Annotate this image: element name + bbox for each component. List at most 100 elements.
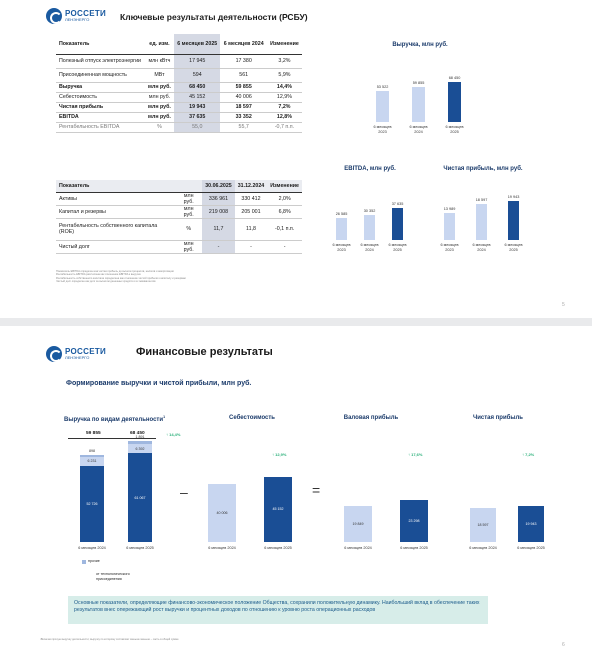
chart-bar-revenue <box>376 90 389 122</box>
x-axis-label: 6 месяцев 2025 <box>517 546 545 550</box>
bar-value-label: 19 943 <box>507 195 520 200</box>
segment-value-label: 898 <box>89 449 95 454</box>
col-header: Показатель <box>59 182 90 189</box>
table-row: Рентабельность EBITDA% 55,0 55,7 -0,7 п.п. <box>56 122 302 132</box>
group-title-net: Чистая прибыль <box>473 415 523 421</box>
col-header: Изменение <box>270 182 299 189</box>
row-value-2024: 18 597 <box>235 104 252 110</box>
row-unit: млн руб. <box>183 240 194 253</box>
x-axis-label: 6 месяцев 2023 <box>440 243 459 252</box>
row-value-2024: 205 001 <box>241 208 261 215</box>
chart-bar <box>264 476 292 542</box>
row-change: 5,9% <box>278 72 291 78</box>
bar-value-label: 40 006 <box>216 510 228 515</box>
logo-circle-icon <box>46 346 62 362</box>
col-header: Изменение <box>270 40 299 47</box>
chart-bar <box>518 505 544 542</box>
chart-bar <box>344 506 372 542</box>
page-number: 5 <box>562 302 565 308</box>
row-value-2025: 11,7 <box>202 218 235 240</box>
row-unit: млн руб. <box>148 104 171 110</box>
page-subtitle: Формирование выручки и чистой прибыли, м… <box>66 380 252 387</box>
chart-bar-ebitda <box>392 208 403 240</box>
row-value-2025: 336 961 <box>202 192 235 205</box>
x-axis-label: 6 месяцев 2025 <box>264 546 292 550</box>
row-name: Чистый долг <box>59 243 90 250</box>
table-row: Полезный отпуск электроэнергии млн кВтч 17… <box>56 54 302 68</box>
slide-key-results: РОССЕТИ ЛЕНЭНЕРГО Ключевые результаты де… <box>0 0 592 318</box>
chart-bar <box>208 483 236 542</box>
growth-cost: ↑ 12,9% <box>272 452 287 457</box>
row-value-2025: 219 008 <box>202 205 235 218</box>
row-value-2025: 594 <box>174 68 221 82</box>
segment-value-label: 61 067 <box>134 495 146 500</box>
table-row: Чистый долг млн руб. - - - <box>56 240 302 253</box>
row-change: 14,4% <box>276 84 292 90</box>
logo-sub-text: ЛЕНЭНЕРГО <box>65 355 90 360</box>
row-change: -0,7 п.п. <box>274 124 295 130</box>
table-row: Себестоимость млн руб. 45 152 40 006 12,9% <box>56 92 302 102</box>
row-unit: % <box>186 226 192 232</box>
bar-value-label: 26 585 <box>335 211 348 216</box>
row-value-2024: 561 <box>239 72 249 78</box>
row-name: Капитал и резервы <box>59 208 106 215</box>
row-value-2025: 68 450 <box>174 82 221 92</box>
col-header <box>175 180 202 192</box>
x-axis-label: 6 месяцев 2024 <box>360 243 379 252</box>
row-name: Рентабельность собственного капитала (RO… <box>59 223 158 235</box>
bar-value-label: 23 298 <box>408 518 420 523</box>
row-unit: млн руб. <box>183 205 194 218</box>
bar-value-label: 45 152 <box>272 507 284 512</box>
footnote-marker: 1 <box>163 415 166 419</box>
logo-sub-text: ЛЕНЭНЕРГО <box>65 17 90 22</box>
company-logo: РОССЕТИ ЛЕНЭНЕРГО <box>46 8 106 24</box>
row-name: Себестоимость <box>59 94 97 100</box>
row-value-2024: 17 380 <box>235 58 252 64</box>
logo-main-text: РОССЕТИ <box>65 9 107 18</box>
row-value-2025: 55,0 <box>174 122 221 132</box>
group-title-gross: Валовая прибыль <box>343 415 399 421</box>
x-axis-label: 6 месяцев 2024 <box>344 546 372 550</box>
company-logo: РОССЕТИ ЛЕНЭНЕРГО <box>46 346 106 362</box>
x-axis-label: 6 месяцев 2025 <box>400 546 428 550</box>
chart-title-revenue: Выручка, млн руб. <box>392 42 448 48</box>
chart-bar-netprofit <box>508 201 519 240</box>
stacked-bar-segment <box>128 453 152 542</box>
col-header: 6 месяцев 2025 <box>174 34 221 54</box>
chart-bar-netprofit <box>444 212 455 240</box>
x-axis-label: 6 месяцев 2025 <box>504 243 523 252</box>
row-value-2025: - <box>202 240 235 253</box>
chart-bar-ebitda <box>336 217 347 240</box>
row-value-2024: 330 412 <box>241 195 261 202</box>
table-row: Рентабельность собственного капитала (RO… <box>56 218 302 240</box>
row-value-2025: 17 945 <box>174 54 221 68</box>
page-title: Ключевые результаты деятельности (РСБУ) <box>120 12 308 22</box>
bar-value-label: 68 450 <box>448 76 461 81</box>
bar-value-label: 18 597 <box>475 197 488 202</box>
row-name: EBITDA <box>59 114 79 120</box>
legend-tp-label: от технологического присоединения <box>96 572 130 581</box>
row-unit: млн руб. <box>148 84 171 90</box>
row-value-2025: 19 943 <box>174 102 221 112</box>
row-unit: млн руб. <box>148 114 171 120</box>
growth-revenue: ↑ 14,4% <box>166 432 181 437</box>
totals-divider <box>68 438 156 439</box>
slide-financial-results: РОССЕТИ ЛЕНЭНЕРГО Финансовые результаты … <box>0 326 592 653</box>
segment-value-label: 1 891 <box>135 435 145 440</box>
growth-net: ↑ 7,2% <box>522 452 535 457</box>
col-header: 31.12.2024 <box>237 182 265 189</box>
total-2024: 59 855 <box>86 431 101 436</box>
x-axis-label: 6 месяцев 2023 <box>332 243 351 252</box>
x-axis-label: 6 месяцев 2024 <box>78 546 106 550</box>
stacked-bar-segment <box>128 444 152 454</box>
page-title: Финансовые результаты <box>136 346 273 358</box>
row-change: -0,1 п.п. <box>274 226 295 232</box>
segment-value-label: 6 231 <box>87 459 97 464</box>
row-value-2025: 37 635 <box>174 112 221 122</box>
stacked-bar-segment <box>80 465 104 542</box>
stacked-bar-segment <box>128 441 152 445</box>
bar-value-label: 18 597 <box>477 523 489 528</box>
segment-value-label: 52 726 <box>86 501 98 506</box>
x-axis-label: 6 месяцев 2025 <box>388 243 407 252</box>
bar-value-label: 30 352 <box>363 208 376 213</box>
